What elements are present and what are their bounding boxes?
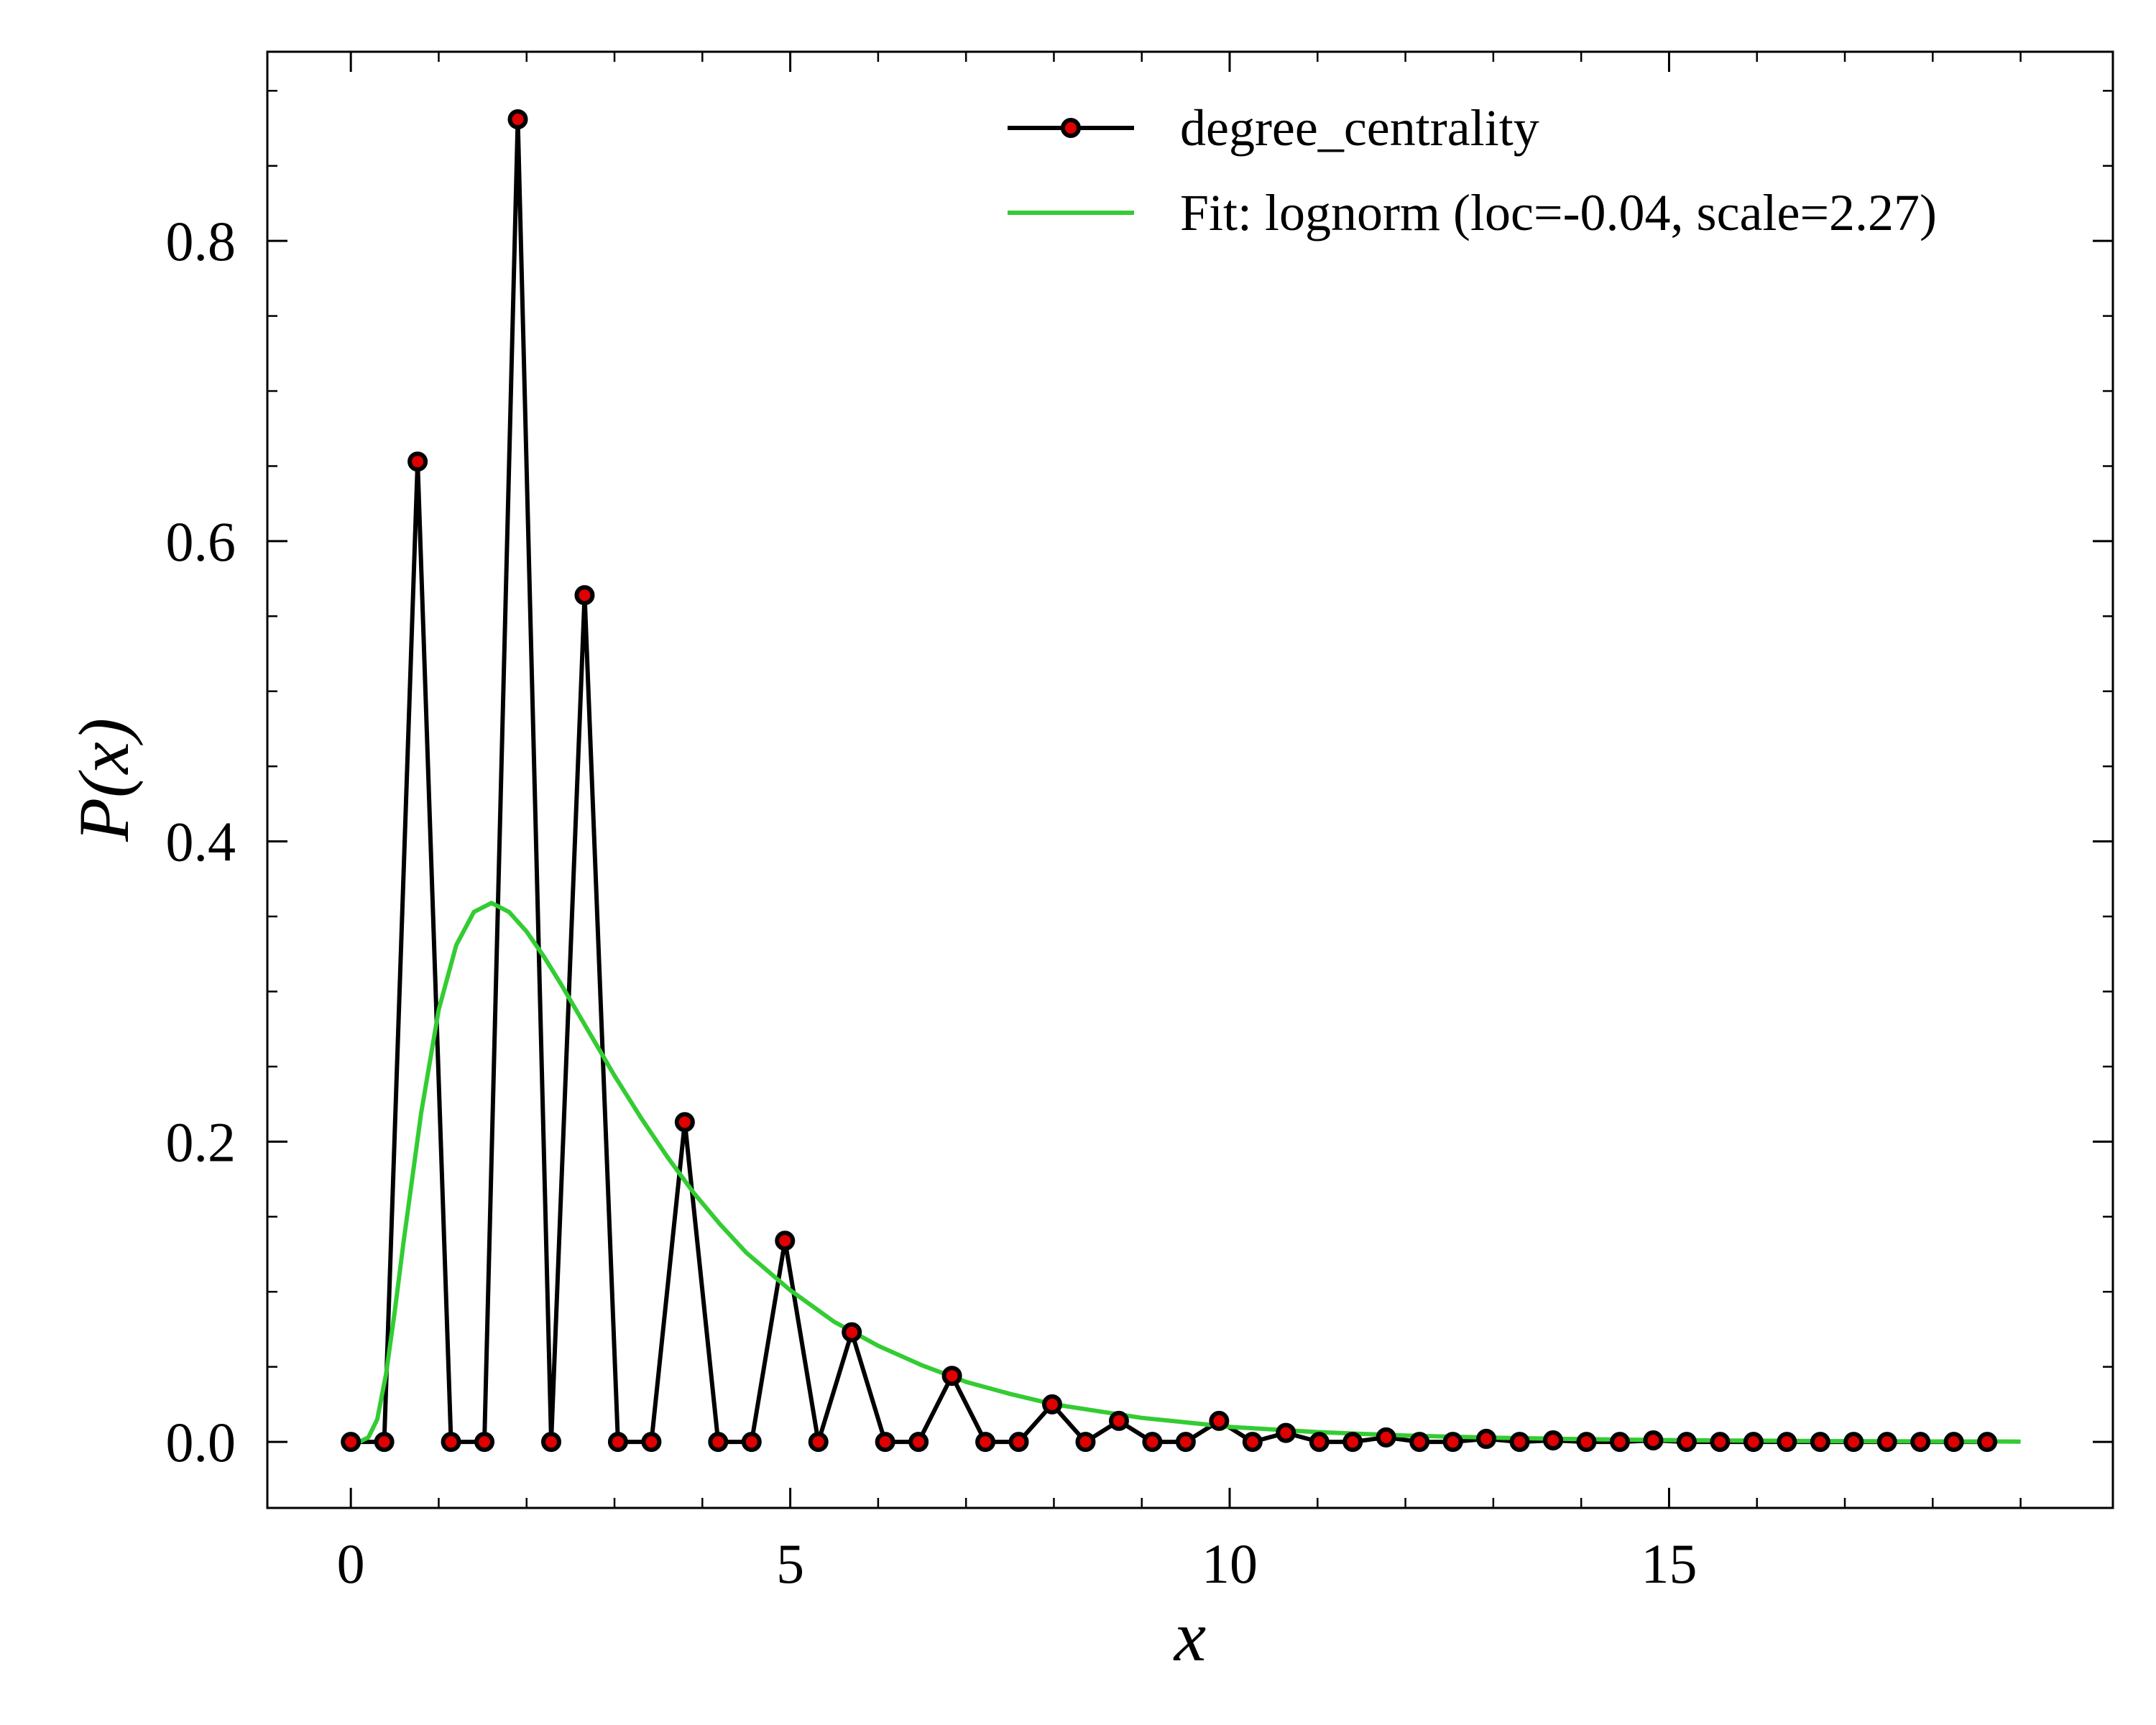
data-point [775,1230,796,1251]
tick-labels: 0 5 10 15 0.0 0.2 0.4 0.6 0.8 [166,210,1697,1595]
plot-background [267,52,2113,1508]
data-point [1777,1432,1797,1453]
data-point [1576,1432,1597,1453]
data-point [741,1432,762,1453]
data-point [1943,1432,1964,1453]
data-point [1409,1432,1430,1453]
data-point [1042,1394,1063,1414]
x-tick-label: 10 [1202,1532,1258,1595]
y-tick-label: 0.2 [166,1110,236,1173]
data-point [1175,1432,1196,1453]
data-point [1442,1432,1463,1453]
data-point [1376,1427,1396,1448]
data-point [641,1432,662,1453]
data-point [674,1112,695,1133]
data-point [1710,1432,1731,1453]
data-point [607,1432,628,1453]
plot-frame [266,50,2114,1509]
x-tick-label: 5 [776,1532,804,1595]
legend-label-lognorm-fit: Fit: lognorm (loc=-0.04, scale=2.27) [1180,184,1937,242]
x-tick-label: 0 [337,1532,365,1595]
data-point [708,1432,729,1453]
data-point [1743,1432,1764,1453]
data-point [1876,1432,1897,1453]
data-point [1676,1432,1697,1453]
data-point [1309,1432,1330,1453]
legend: degree_centrality Fit: lognorm (loc=-0.04… [1008,99,1937,242]
data-point [1276,1422,1296,1443]
data-point [808,1432,829,1453]
data-point [1977,1432,1998,1453]
data-point [842,1322,862,1343]
legend-label-degree-centrality: degree_centrality [1180,99,1539,157]
data-point [1242,1432,1263,1453]
y-tick-label: 0.6 [166,510,236,573]
data-point [1509,1432,1530,1453]
x-tick-label: 15 [1641,1532,1697,1595]
data-point [908,1432,929,1453]
data-point [1108,1410,1129,1431]
x-axis-label: x [1173,1596,1206,1676]
data-point [1476,1428,1497,1449]
data-point [474,1432,495,1453]
legend-marker-degree-centrality [1061,118,1081,138]
data-point [1142,1432,1163,1453]
data-point [1810,1432,1830,1453]
y-tick-label: 0.8 [166,210,236,272]
data-point [1609,1432,1630,1453]
data-point [507,109,528,129]
data-point [875,1432,895,1453]
data-point [1008,1432,1029,1453]
data-point [1342,1432,1363,1453]
data-point [1543,1430,1564,1451]
data-point [441,1432,461,1453]
data-point [341,1432,361,1453]
data-point [1209,1410,1230,1431]
data-point [407,451,428,472]
data-point [540,1432,561,1453]
data-point [1910,1432,1931,1453]
plot-series [341,109,2021,1453]
data-point [1643,1430,1664,1451]
y-tick-label: 0.4 [166,811,236,873]
data-point [941,1366,962,1386]
y-tick-label: 0.0 [166,1411,236,1473]
data-point [1075,1432,1096,1453]
data-point [374,1432,395,1453]
data-point [975,1432,996,1453]
axis-ticks [267,52,2113,1508]
data-point [574,585,595,606]
data-point [1843,1432,1864,1453]
y-axis-label: P(x) [64,718,144,842]
